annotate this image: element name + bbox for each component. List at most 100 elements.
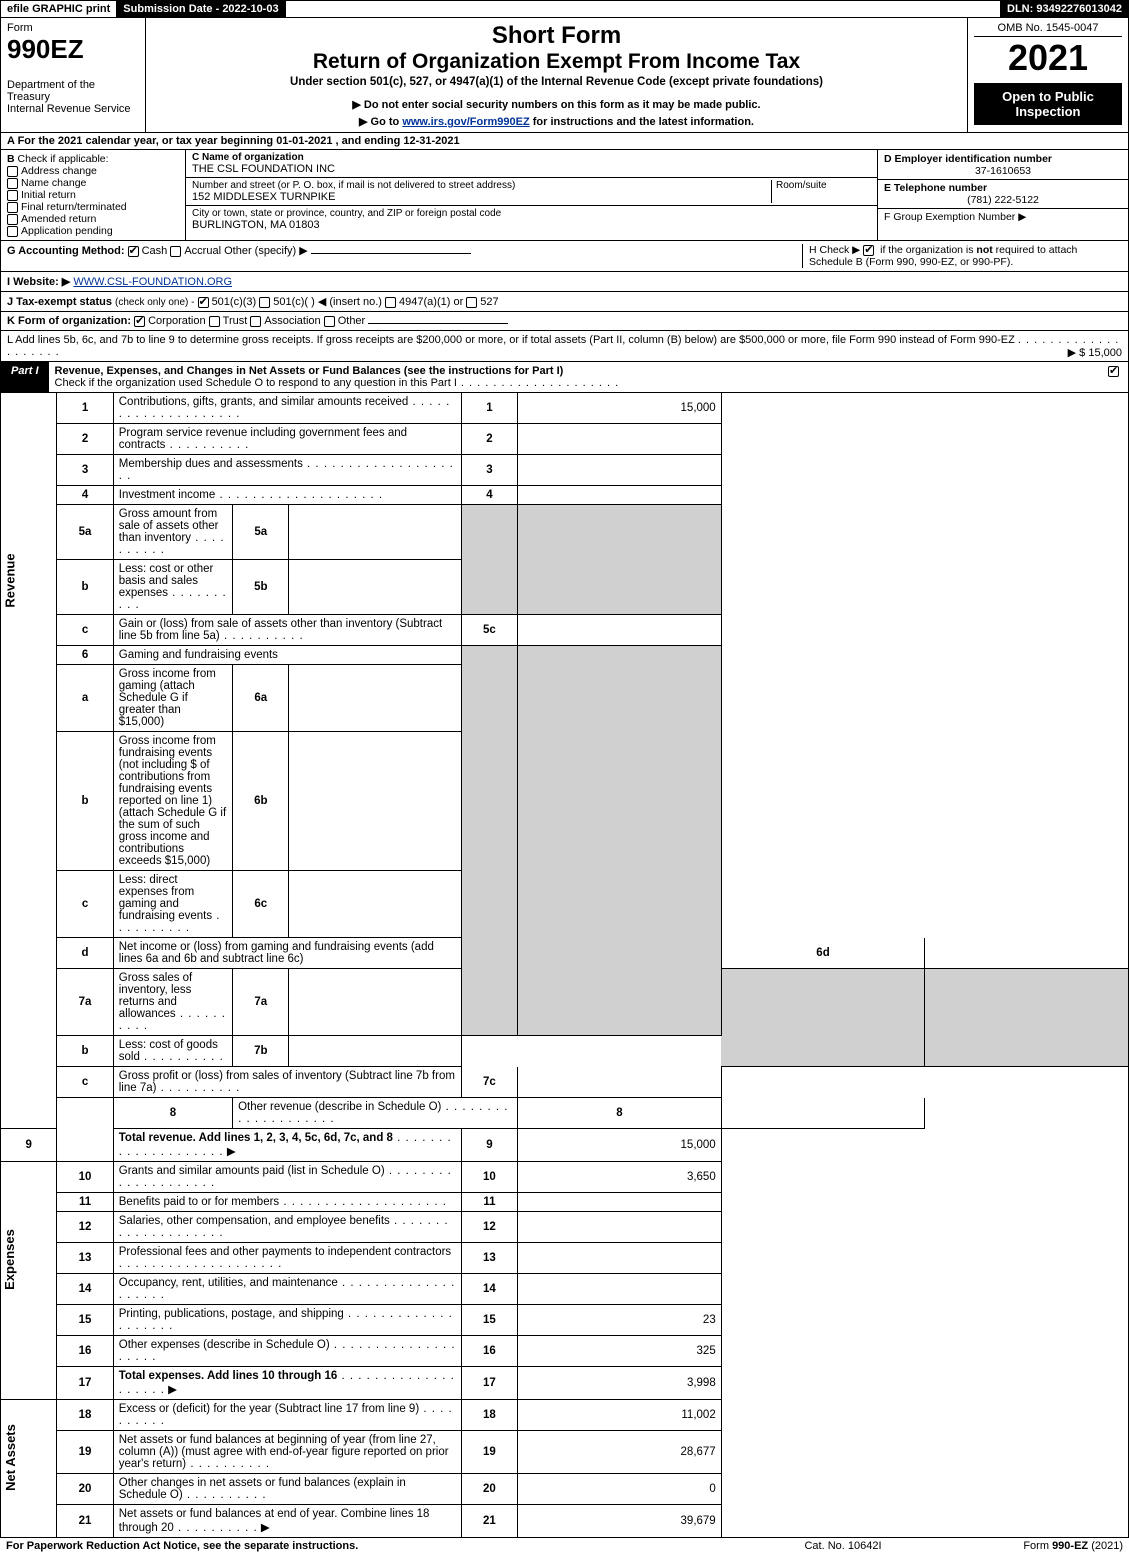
subtitle: Under section 501(c), 527, or 4947(a)(1)…: [152, 76, 961, 88]
line-6b-value: [289, 732, 461, 871]
checkbox-initial-return[interactable]: [7, 190, 18, 201]
line-17-value: 3,998: [518, 1367, 722, 1400]
part-1-table: Revenue 1 Contributions, gifts, grants, …: [0, 393, 1129, 1538]
checkbox-accrual[interactable]: [170, 246, 181, 257]
ein-label: D Employer identification number: [884, 153, 1052, 165]
room-label: Room/suite: [771, 180, 871, 203]
checkbox-cash[interactable]: [128, 246, 139, 257]
org-name-label: C Name of organization: [192, 152, 871, 163]
section-c: C Name of organization THE CSL FOUNDATIO…: [186, 150, 878, 240]
ein-value: 37-1610653: [884, 165, 1122, 177]
line-7b-value: [289, 1036, 461, 1067]
section-j: J Tax-exempt status (check only one) - 5…: [0, 292, 1129, 312]
efile-label[interactable]: efile GRAPHIC print: [1, 1, 117, 17]
line-10-value: 3,650: [518, 1162, 722, 1193]
checkbox-trust[interactable]: [209, 316, 220, 327]
addr-value: 152 MIDDLESEX TURNPIKE: [192, 191, 771, 203]
line-1-value: 15,000: [518, 393, 722, 424]
part-1-tag: Part I: [1, 362, 49, 392]
irs-link[interactable]: www.irs.gov/Form990EZ: [402, 116, 529, 128]
checkbox-not-required-schedule-b[interactable]: [863, 245, 874, 256]
checkbox-4947[interactable]: [385, 297, 396, 308]
other-specify-line[interactable]: [311, 253, 471, 254]
top-bar: efile GRAPHIC print Submission Date - 20…: [0, 0, 1129, 18]
line-13-value: [518, 1243, 722, 1274]
line-19-value: 28,677: [518, 1431, 722, 1474]
line-14-value: [518, 1274, 722, 1305]
org-name: THE CSL FOUNDATION INC: [192, 163, 871, 175]
section-k: K Form of organization: Corporation Trus…: [0, 312, 1129, 331]
line-12-value: [518, 1212, 722, 1243]
checkbox-501c3[interactable]: [198, 297, 209, 308]
section-gh: G Accounting Method: Cash Accrual Other …: [0, 241, 1129, 272]
line-6a-value: [289, 665, 461, 732]
checkbox-501c[interactable]: [259, 297, 270, 308]
checkbox-name-change[interactable]: [7, 178, 18, 189]
side-expenses: Expenses: [1, 1162, 57, 1400]
open-public-box: Open to Public Inspection: [974, 83, 1122, 125]
line-6d-value: [925, 938, 1129, 969]
city-label: City or town, state or province, country…: [192, 208, 871, 219]
instr-goto: ▶ Go to www.irs.gov/Form990EZ for instru…: [152, 115, 961, 128]
checkbox-corporation[interactable]: [134, 316, 145, 327]
line-20-value: 0: [518, 1474, 722, 1505]
checkbox-address-change[interactable]: [7, 166, 18, 177]
section-l: L Add lines 5b, 6c, and 7b to line 9 to …: [0, 331, 1129, 362]
line-16-value: 325: [518, 1336, 722, 1367]
form-header: Form 990EZ Department of the Treasury In…: [0, 18, 1129, 133]
part-1-title: Revenue, Expenses, and Changes in Net As…: [49, 362, 1102, 392]
line-5a-value: [289, 505, 461, 560]
line-18-value: 11,002: [518, 1400, 722, 1431]
section-b: B Check if applicable: Address change Na…: [1, 150, 186, 240]
addr-label: Number and street (or P. O. box, if mail…: [192, 180, 771, 191]
city-value: BURLINGTON, MA 01803: [192, 219, 871, 231]
group-exemption-label: F Group Exemption Number ▶: [884, 211, 1026, 223]
checkbox-amended-return[interactable]: [7, 214, 18, 225]
checkbox-schedule-o-part1[interactable]: [1108, 366, 1119, 377]
checkbox-association[interactable]: [250, 316, 261, 327]
website-link[interactable]: WWW.CSL-FOUNDATION.ORG: [73, 276, 232, 288]
line-4-value: [518, 486, 722, 505]
line-8-value: [721, 1098, 925, 1129]
submission-date: Submission Date - 2022-10-03: [117, 1, 285, 17]
line-15-value: 23: [518, 1305, 722, 1336]
line-7a-value: [289, 969, 461, 1036]
section-bcdef: B Check if applicable: Address change Na…: [0, 150, 1129, 241]
other-org-line[interactable]: [368, 323, 508, 324]
part-1-header: Part I Revenue, Expenses, and Changes in…: [0, 362, 1129, 393]
omb-number: OMB No. 1545-0047: [974, 22, 1122, 37]
line-5b-value: [289, 560, 461, 615]
header-center: Short Form Return of Organization Exempt…: [146, 18, 968, 132]
footer-paperwork: For Paperwork Reduction Act Notice, see …: [6, 1540, 743, 1552]
footer-form: Form 990-EZ (2021): [943, 1540, 1123, 1552]
line-3-value: [518, 455, 722, 486]
side-revenue: Revenue: [1, 393, 57, 1129]
header-left: Form 990EZ Department of the Treasury In…: [1, 18, 146, 132]
tax-year: 2021: [974, 37, 1122, 79]
form-number: 990EZ: [7, 34, 139, 65]
line-9-value: 15,000: [518, 1129, 722, 1162]
line-11-value: [518, 1193, 722, 1212]
tel-label: E Telephone number: [884, 182, 987, 194]
line-21-value: 39,679: [518, 1505, 722, 1538]
checkbox-other-org[interactable]: [324, 316, 335, 327]
line-7c-value: [518, 1067, 722, 1098]
line-5c-value: [518, 615, 722, 646]
checkbox-final-return[interactable]: [7, 202, 18, 213]
line-2-value: [518, 424, 722, 455]
title-return: Return of Organization Exempt From Incom…: [152, 50, 961, 74]
form-label: Form: [7, 22, 139, 34]
checkbox-application-pending[interactable]: [7, 226, 18, 237]
side-net-assets: Net Assets: [1, 1400, 57, 1538]
dept-label: Department of the Treasury Internal Reve…: [7, 79, 139, 115]
gross-receipts-amount: ▶ $ 15,000: [1068, 346, 1122, 359]
header-right: OMB No. 1545-0047 2021 Open to Public In…: [968, 18, 1128, 132]
section-def: D Employer identification number 37-1610…: [878, 150, 1128, 240]
section-a: A For the 2021 calendar year, or tax yea…: [0, 133, 1129, 150]
instr-no-ssn: ▶ Do not enter social security numbers o…: [152, 98, 961, 111]
checkbox-527[interactable]: [466, 297, 477, 308]
footer-catno: Cat. No. 10642I: [743, 1540, 943, 1552]
page-footer: For Paperwork Reduction Act Notice, see …: [0, 1538, 1129, 1554]
title-short-form: Short Form: [152, 22, 961, 50]
line-6c-value: [289, 871, 461, 938]
